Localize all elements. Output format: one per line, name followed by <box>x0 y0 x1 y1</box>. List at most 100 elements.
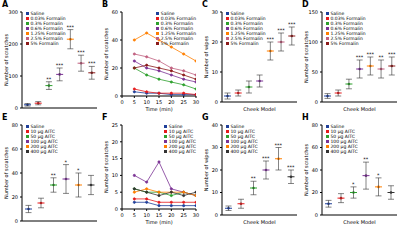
svg-text:10: 10 <box>112 172 118 178</box>
svg-text:80: 80 <box>12 122 18 128</box>
svg-text:0: 0 <box>115 93 118 99</box>
html-text:0.3% Formalin: 0.3% Formalin <box>30 21 63 26</box>
svg-text:60: 60 <box>112 9 118 15</box>
svg-text:Number of scratches: Number of scratches <box>8 147 9 200</box>
svg-text:Number of scratches: Number of scratches <box>8 34 9 87</box>
svg-text:Cheek Model: Cheek Model <box>243 106 275 112</box>
svg-text:60: 60 <box>312 144 318 150</box>
svg-text:*: * <box>65 159 68 165</box>
html-text:H: H <box>302 113 309 122</box>
svg-text:20: 20 <box>112 139 118 145</box>
svg-text:0: 0 <box>315 99 318 105</box>
svg-text:10: 10 <box>143 99 149 105</box>
svg-text:15: 15 <box>156 212 162 218</box>
svg-text:**: ** <box>46 76 52 82</box>
svg-text:***: *** <box>287 164 295 170</box>
svg-text:***: *** <box>356 54 364 60</box>
svg-text:***: *** <box>366 51 374 57</box>
svg-text:50: 50 <box>312 69 318 75</box>
svg-text:Number of wipes: Number of wipes <box>203 35 210 78</box>
svg-text:***: *** <box>262 155 270 161</box>
html-text:0.03% Formalin: 0.03% Formalin <box>30 16 66 21</box>
svg-text:Cheek Model: Cheek Model <box>243 219 275 225</box>
svg-text:40: 40 <box>12 170 18 176</box>
svg-text:Time (min): Time (min) <box>144 106 172 112</box>
svg-text:Number of wipes: Number of wipes <box>203 148 210 191</box>
svg-text:15: 15 <box>112 155 118 161</box>
html-text:E: E <box>2 113 8 122</box>
html-text:Saline: Saline <box>30 11 45 16</box>
svg-text:25: 25 <box>112 122 118 128</box>
svg-text:200: 200 <box>8 41 18 47</box>
svg-text:10: 10 <box>212 189 218 195</box>
svg-text:20: 20 <box>212 167 218 173</box>
svg-text:15: 15 <box>156 99 162 105</box>
svg-text:Cheek Model: Cheek Model <box>343 106 375 112</box>
svg-text:Time (min): Time (min) <box>144 219 172 225</box>
svg-text:20: 20 <box>112 65 118 71</box>
svg-text:***: *** <box>288 21 296 27</box>
svg-text:100: 100 <box>308 39 318 45</box>
svg-text:25: 25 <box>180 212 186 218</box>
svg-text:150: 150 <box>308 9 318 15</box>
svg-text:***: *** <box>277 27 285 33</box>
svg-text:5: 5 <box>133 212 136 218</box>
svg-text:***: *** <box>77 49 85 55</box>
svg-text:40: 40 <box>212 122 218 128</box>
svg-text:5: 5 <box>115 189 118 195</box>
svg-text:Number of scratches: Number of scratches <box>303 144 309 197</box>
svg-text:30: 30 <box>193 212 199 218</box>
svg-text:30: 30 <box>212 9 218 15</box>
svg-text:300: 300 <box>8 9 18 15</box>
svg-text:*: * <box>352 181 355 187</box>
svg-text:20: 20 <box>312 189 318 195</box>
svg-text:Number of scratches: Number of scratches <box>103 28 109 81</box>
svg-text:5: 5 <box>133 99 136 105</box>
svg-text:***: *** <box>88 60 96 66</box>
svg-text:0: 0 <box>120 99 123 105</box>
svg-text:10: 10 <box>212 69 218 75</box>
svg-text:***: *** <box>388 51 392 57</box>
svg-text:60: 60 <box>12 146 18 152</box>
svg-text:Cheek Model: Cheek Model <box>343 219 375 225</box>
svg-text:0: 0 <box>120 212 123 218</box>
svg-text:***: *** <box>275 142 283 148</box>
svg-text:10: 10 <box>143 212 149 218</box>
svg-text:80: 80 <box>312 122 318 128</box>
svg-text:**: ** <box>251 175 257 181</box>
html-text:G: G <box>202 113 209 122</box>
svg-text:30: 30 <box>193 99 199 105</box>
svg-text:30: 30 <box>212 144 218 150</box>
svg-text:40: 40 <box>312 167 318 173</box>
svg-text:*: * <box>377 172 380 178</box>
svg-text:0: 0 <box>215 212 218 218</box>
svg-text:***: *** <box>56 62 64 68</box>
html-text:C: C <box>202 0 208 9</box>
svg-text:**: ** <box>363 156 369 162</box>
svg-text:25: 25 <box>180 99 186 105</box>
svg-text:0: 0 <box>15 218 18 224</box>
svg-text:Number of scratches: Number of scratches <box>103 141 109 194</box>
svg-text:0: 0 <box>215 99 218 105</box>
svg-text:100: 100 <box>8 73 18 79</box>
html-text:D: D <box>302 0 309 9</box>
svg-text:20: 20 <box>168 212 174 218</box>
svg-text:**: ** <box>51 172 57 178</box>
svg-text:0: 0 <box>115 206 118 212</box>
svg-text:***: *** <box>266 36 274 42</box>
svg-text:20: 20 <box>12 194 18 200</box>
svg-text:40: 40 <box>112 37 118 43</box>
svg-text:20: 20 <box>168 99 174 105</box>
svg-text:***: *** <box>66 24 74 30</box>
svg-text:*: * <box>77 167 80 173</box>
html-text:A: A <box>2 0 9 9</box>
svg-text:Number of scratches: Number of scratches <box>303 31 309 84</box>
svg-text:0: 0 <box>315 212 318 218</box>
svg-text:20: 20 <box>212 39 218 45</box>
html-text:1.25% Formalin: 1.25% Formalin <box>30 31 66 36</box>
html-text:0.6% Formalin: 0.6% Formalin <box>30 26 63 31</box>
html-text:B: B <box>102 0 109 9</box>
svg-text:0: 0 <box>15 105 18 111</box>
svg-text:**: ** <box>378 54 384 60</box>
html-text:F: F <box>102 113 108 122</box>
